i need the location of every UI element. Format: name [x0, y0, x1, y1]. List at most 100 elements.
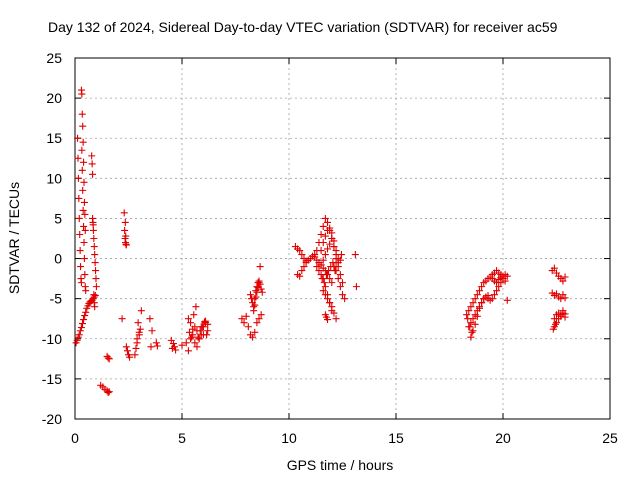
data-point [321, 283, 329, 291]
data-point [187, 335, 195, 343]
data-point [321, 251, 329, 259]
data-point [77, 279, 85, 287]
data-point [238, 315, 246, 323]
data-point [168, 344, 176, 352]
data-point [257, 311, 265, 319]
data-point [182, 339, 190, 347]
data-point [76, 230, 84, 238]
data-point [90, 235, 98, 242]
data-point [80, 222, 88, 230]
data-point [191, 339, 199, 347]
data-point [328, 235, 336, 242]
data-point [79, 206, 87, 214]
data-point [92, 267, 100, 275]
data-point [465, 307, 473, 315]
data-point [324, 271, 332, 279]
data-point [326, 299, 334, 307]
data-point [91, 303, 99, 311]
data-point [315, 267, 323, 275]
data-point [561, 273, 569, 281]
data-point [559, 309, 567, 317]
data-point [244, 323, 252, 331]
data-point [499, 272, 507, 280]
data-point [559, 277, 567, 285]
data-point [319, 287, 327, 295]
data-point [80, 178, 88, 186]
chart-title: Day 132 of 2024, Sidereal Day-to-day VTE… [48, 19, 558, 35]
data-point [172, 346, 180, 354]
data-point [296, 247, 304, 255]
x-tick-label: 25 [602, 430, 618, 446]
data-point [91, 259, 99, 267]
data-point [82, 287, 90, 295]
data-point [75, 331, 83, 339]
data-point [78, 166, 86, 174]
data-point [76, 247, 84, 255]
data-point [88, 152, 96, 160]
data-point [317, 230, 325, 238]
data-point [88, 160, 96, 168]
data-point [478, 299, 486, 307]
data-point [473, 291, 481, 299]
y-tick-label: -10 [42, 331, 62, 347]
y-tick-label: -20 [42, 411, 62, 427]
y-tick-label: 5 [54, 210, 62, 226]
data-point [146, 315, 154, 323]
data-point [80, 255, 88, 263]
data-point [319, 222, 327, 230]
data-point [121, 226, 129, 234]
y-tick-label: 0 [54, 251, 62, 267]
data-point [194, 333, 202, 341]
data-point [475, 304, 483, 312]
data-point [192, 303, 200, 311]
data-point [169, 340, 177, 348]
data-point [467, 303, 475, 311]
data-point [332, 247, 340, 255]
x-tick-label: 15 [388, 430, 404, 446]
data-point [147, 343, 155, 351]
data-point [251, 301, 259, 309]
data-point [81, 312, 89, 320]
data-point [551, 320, 559, 328]
data-point [326, 275, 334, 283]
data-point [326, 240, 334, 248]
data-point [463, 311, 471, 319]
data-point [339, 279, 346, 287]
data-point [185, 328, 193, 336]
data-point [76, 327, 84, 335]
data-point [253, 288, 261, 296]
data-point [320, 279, 328, 287]
data-point [471, 295, 479, 303]
data-point [251, 295, 259, 303]
data-point [77, 324, 85, 332]
data-point [334, 275, 342, 283]
data-point [153, 342, 161, 350]
data-point [195, 335, 203, 343]
data-point [92, 275, 100, 283]
data-point [81, 271, 89, 279]
data-point [319, 256, 327, 264]
data-point [132, 344, 140, 352]
data-point [91, 291, 99, 299]
data-point [81, 210, 89, 218]
data-point [198, 323, 206, 331]
data-point [300, 263, 308, 271]
data-point [467, 319, 475, 327]
data-point [298, 251, 306, 259]
data-point [324, 291, 332, 299]
data-point [313, 263, 321, 271]
data-point [321, 214, 329, 222]
data-point [200, 318, 208, 326]
data-point [79, 186, 87, 194]
data-point [326, 224, 334, 232]
data-point [501, 277, 509, 285]
data-point [79, 138, 87, 146]
data-point [78, 146, 86, 154]
y-axis-title: SDTVAR / TECUs [6, 182, 22, 294]
data-point [468, 328, 476, 336]
data-point [89, 221, 97, 229]
data-point [123, 347, 131, 355]
data-point [255, 315, 263, 323]
data-point [328, 279, 336, 287]
data-point [503, 296, 511, 304]
